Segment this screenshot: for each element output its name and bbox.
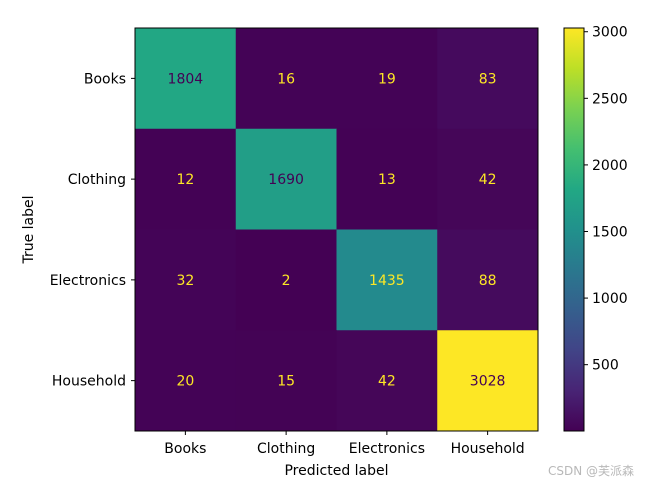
heatmap-cell — [235, 330, 337, 432]
cell-value-label: 20 — [176, 374, 194, 390]
heatmap-cell — [336, 229, 438, 331]
cell-value-label: 3028 — [470, 374, 506, 390]
y-tick-label: Books — [84, 71, 126, 87]
colorbar-tick-label: 2500 — [592, 91, 628, 107]
heatmap-cell — [235, 28, 337, 130]
heatmap-cell — [135, 229, 237, 331]
heatmap-cells — [135, 28, 539, 432]
colorbar-tick-label: 1500 — [592, 224, 628, 240]
heatmap-cell — [336, 330, 438, 432]
heatmap-cell — [437, 128, 539, 230]
y-axis-label: True label — [21, 195, 37, 264]
colorbar-tick-label: 500 — [592, 358, 619, 374]
y-axis-ticks: Books Clothing Electronics Household — [50, 71, 135, 390]
x-tick-label: Clothing — [257, 441, 315, 457]
colorbar — [564, 28, 584, 431]
x-tick-label: Household — [451, 441, 525, 457]
heatmap-cell — [336, 28, 438, 130]
cell-value-label: 15 — [277, 374, 295, 390]
cell-value-label: 1435 — [369, 273, 405, 289]
cell-value-label: 13 — [378, 172, 396, 188]
cell-value-label: 42 — [479, 172, 497, 188]
y-tick-label: Household — [52, 374, 126, 390]
x-tick-label: Electronics — [349, 441, 425, 457]
cell-value-label: 1804 — [168, 71, 204, 87]
x-tick-label: Books — [164, 441, 206, 457]
cell-value-labels: 1804 16 19 83 12 1690 13 42 32 2 1435 88 20 15 42 3028 — [168, 71, 506, 389]
cell-value-label: 2 — [282, 273, 291, 289]
colorbar-ticks: 500 1000 1500 2000 2500 3000 — [584, 25, 628, 374]
heatmap-cell — [235, 229, 337, 331]
heatmap-cell — [437, 28, 539, 130]
plot-frame — [134, 27, 539, 432]
heatmap-cell — [135, 28, 237, 130]
colorbar-frame — [563, 27, 585, 432]
y-tick-label: Electronics — [50, 273, 126, 289]
cell-value-label: 42 — [378, 374, 396, 390]
cell-value-label: 1690 — [268, 172, 304, 188]
y-tick-label: Clothing — [68, 172, 126, 188]
cell-value-label: 32 — [176, 273, 194, 289]
heatmap-cell — [437, 330, 539, 432]
heatmap-cell — [437, 229, 539, 331]
cell-value-label: 16 — [277, 71, 295, 87]
cell-value-label: 12 — [176, 172, 194, 188]
heatmap-cell — [135, 330, 237, 432]
heatmap-cell — [336, 128, 438, 230]
cell-value-label: 83 — [479, 71, 497, 87]
watermark: CSDN @芙派森 — [548, 464, 635, 478]
colorbar-tick-label: 2000 — [592, 158, 628, 174]
x-axis-label: Predicted label — [284, 463, 388, 479]
colorbar-tick-label: 3000 — [592, 25, 628, 41]
heatmap-cell — [235, 128, 337, 230]
heatmap-cell — [135, 128, 237, 230]
cell-value-label: 19 — [378, 71, 396, 87]
cell-value-label: 88 — [479, 273, 497, 289]
colorbar-tick-label: 1000 — [592, 291, 628, 307]
x-axis-ticks: Books Clothing Electronics Household — [164, 431, 525, 457]
